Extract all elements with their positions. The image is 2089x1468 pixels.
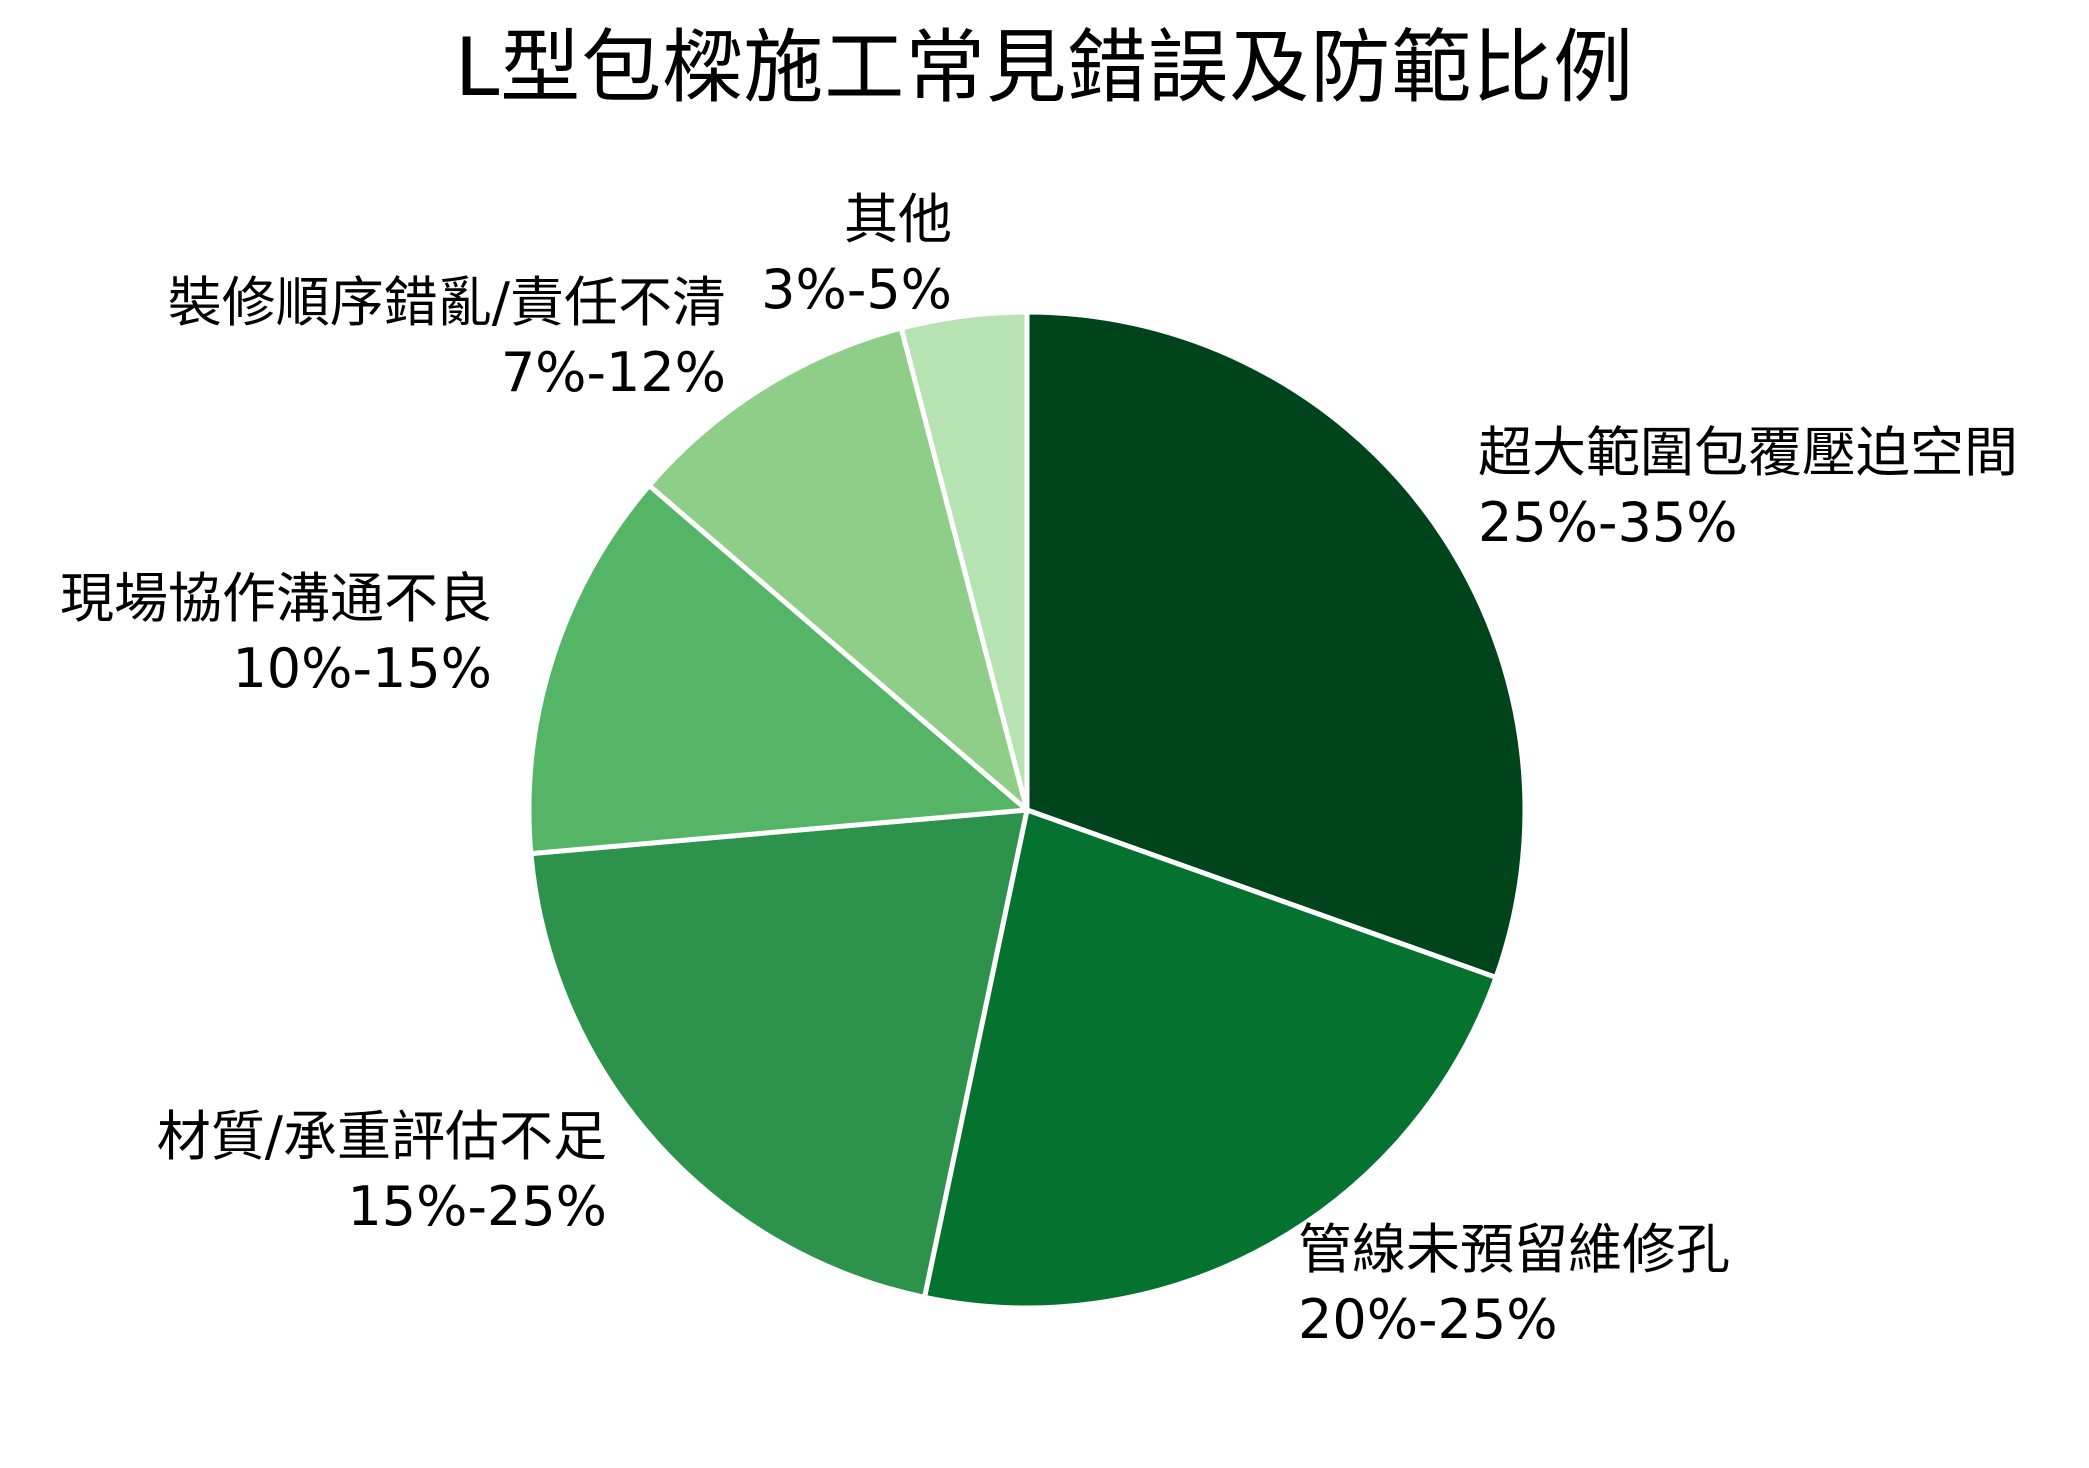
slice-label-name: 材質/承重評估不足 [156,1105,607,1168]
slice-label-name: 其他 [844,188,952,251]
slice-label-name: 管線未預留維修孔 [1298,1218,1730,1281]
slice-label-range: 20%-25% [1298,1288,1558,1351]
pie-slice [528,807,1030,1300]
pie-slice [1024,309,1528,980]
slice-label-material-load: 材質/承重評估不足 15%-25% [157,1102,607,1242]
slice-label-range: 25%-35% [1478,491,1738,554]
slice-label-name: 現場協作溝通不良 [60,567,492,630]
pie-slice [526,483,1030,857]
pie-slice [921,807,1499,1311]
slice-label-range: 15%-25% [347,1175,607,1238]
slice-label-range: 3%-5% [761,258,952,321]
slice-label-name: 裝修順序錯亂/責任不清 [167,271,726,334]
slice-label-space-compression: 超大範圍包覆壓迫空間 25%-35% [1478,418,2018,558]
chart-title: L型包樑施工常見錯誤及防範比例 [454,21,1635,114]
slice-label-range: 7%-12% [500,341,726,404]
pie-slice [898,309,1030,813]
slice-label-no-access-hole: 管線未預留維修孔 20%-25% [1298,1215,1730,1355]
slice-label-communication: 現場協作溝通不良 10%-15% [60,564,492,704]
slice-label-name: 超大範圍包覆壓迫空間 [1478,421,2018,484]
slice-label-sequence: 裝修順序錯亂/責任不清 7%-12% [168,268,726,408]
slice-label-range: 10%-15% [232,637,492,700]
slice-label-other: 其他 3%-5% [761,185,952,325]
